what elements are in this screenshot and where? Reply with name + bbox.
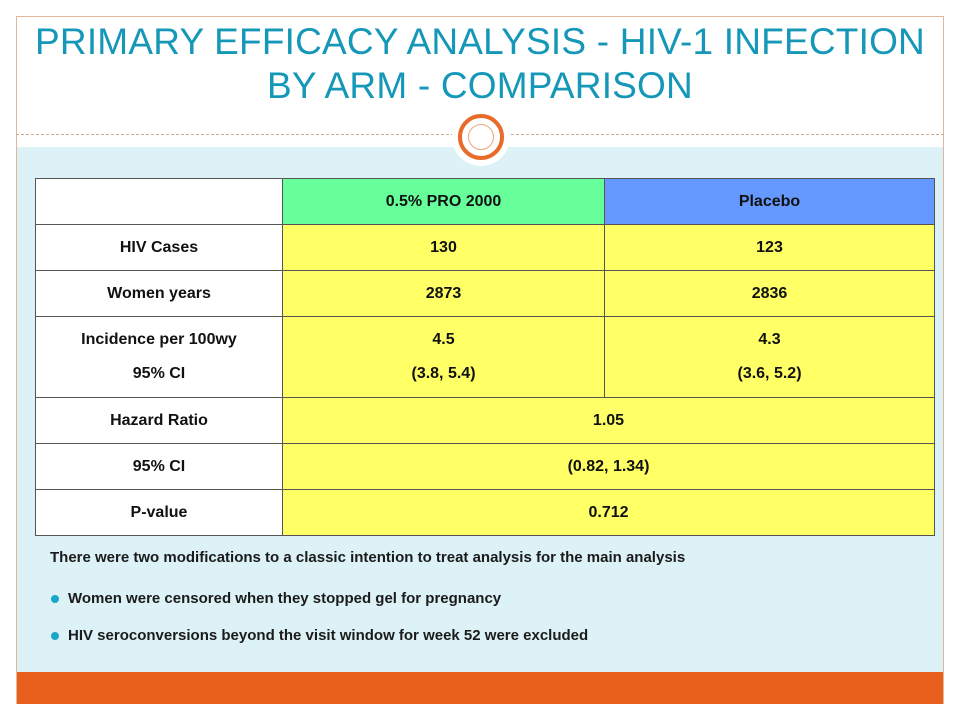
placebo-incidence-ci: (3.6, 5.2) <box>737 365 802 382</box>
cell-pro2000-hiv-cases: 130 <box>282 224 605 271</box>
title-line-1: PRIMARY EFFICACY ANALYSIS - HIV-1 INFECT… <box>35 21 925 62</box>
cell-placebo-women-years: 2836 <box>604 270 935 317</box>
row-label-women-years: Women years <box>35 270 283 317</box>
cell-hazard-ratio: 1.05 <box>282 397 935 444</box>
table-header-row: 0.5% PRO 2000 Placebo <box>35 178 935 225</box>
bullet-text: Women were censored when they stopped ge… <box>68 590 502 607</box>
row-label-incidence: Incidence per 100wy 95% CI <box>35 316 283 398</box>
header-cell-placebo: Placebo <box>604 178 935 225</box>
circle-ornament-icon <box>452 108 510 166</box>
cell-p-value: 0.712 <box>282 489 935 536</box>
placebo-incidence-value: 4.3 <box>758 331 781 348</box>
analysis-notes: There were two modifications to a classi… <box>50 548 930 663</box>
footer-accent-bar <box>17 672 943 704</box>
ornament-ring <box>458 114 504 160</box>
list-item: HIV seroconversions beyond the visit win… <box>50 626 930 646</box>
row-label-hr-ci: 95% CI <box>35 443 283 490</box>
header-cell-pro2000: 0.5% PRO 2000 <box>282 178 605 225</box>
ornament-inner-circle <box>468 124 494 150</box>
table-row: Women years 2873 2836 <box>35 270 935 317</box>
efficacy-table: 0.5% PRO 2000 Placebo HIV Cases 130 123 … <box>35 178 935 536</box>
table-row: Hazard Ratio 1.05 <box>35 397 935 444</box>
cell-pro2000-incidence: 4.5 (3.8, 5.4) <box>282 316 605 398</box>
row-label-p-value: P-value <box>35 489 283 536</box>
row-label-hazard-ratio: Hazard Ratio <box>35 397 283 444</box>
pro2000-incidence-value: 4.5 <box>432 331 455 348</box>
cell-pro2000-women-years: 2873 <box>282 270 605 317</box>
slide-title: PRIMARY EFFICACY ANALYSIS - HIV-1 INFECT… <box>16 20 944 108</box>
incidence-label: Incidence per 100wy <box>81 331 237 348</box>
table-row: Incidence per 100wy 95% CI 4.5 (3.8, 5.4… <box>35 316 935 398</box>
table-row: 95% CI (0.82, 1.34) <box>35 443 935 490</box>
list-item: Women were censored when they stopped ge… <box>50 589 930 609</box>
bullet-text: HIV seroconversions beyond the visit win… <box>68 627 589 644</box>
bullet-dot-icon <box>51 632 59 640</box>
table-row: HIV Cases 130 123 <box>35 224 935 271</box>
ci-label: 95% CI <box>132 365 186 382</box>
table-row: P-value 0.712 <box>35 489 935 536</box>
header-cell-blank <box>35 178 283 225</box>
cell-placebo-hiv-cases: 123 <box>604 224 935 271</box>
notes-intro: There were two modifications to a classi… <box>50 549 686 566</box>
pro2000-incidence-ci: (3.8, 5.4) <box>411 365 476 382</box>
cell-hr-ci: (0.82, 1.34) <box>282 443 935 490</box>
cell-placebo-incidence: 4.3 (3.6, 5.2) <box>604 316 935 398</box>
title-line-2: BY ARM - COMPARISON <box>267 65 693 106</box>
bullet-dot-icon <box>51 595 59 603</box>
row-label-hiv-cases: HIV Cases <box>35 224 283 271</box>
